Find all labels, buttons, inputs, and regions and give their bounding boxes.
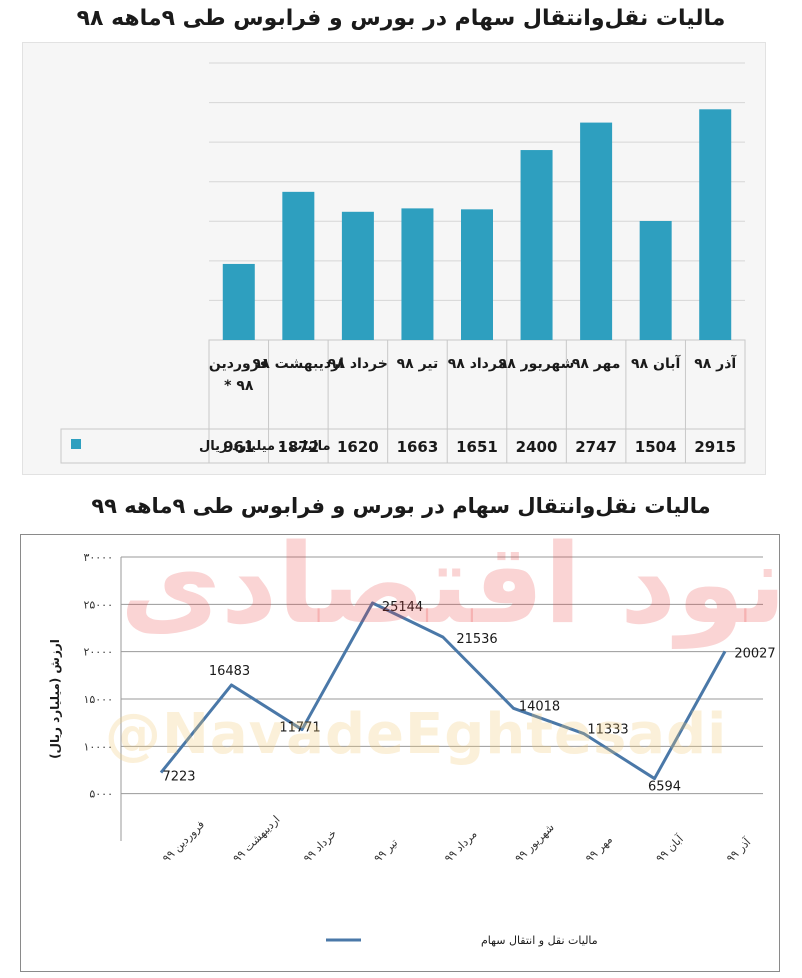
y-tick-label: ۲۰۰۰۰ bbox=[83, 646, 113, 659]
x-tick-label: شهریور ۹۹ bbox=[512, 821, 556, 865]
data-table-header bbox=[208, 339, 746, 430]
data-label: 14018 bbox=[519, 699, 560, 714]
data-label: 25144 bbox=[382, 600, 423, 615]
chart-1-title: مالیات نقل‌وانتقال سهام در بورس و فرابوس… bbox=[76, 6, 726, 31]
x-tick-label: فروردین ۹۹ bbox=[160, 818, 207, 865]
category-label: آبان ۹۸ bbox=[631, 354, 681, 372]
bar bbox=[341, 211, 374, 340]
data-label: 1663 bbox=[397, 438, 439, 456]
data-label: 11333 bbox=[587, 723, 628, 738]
bar bbox=[222, 263, 255, 340]
data-label: 7223 bbox=[162, 770, 195, 785]
category-label: فروردین ۹۸ * bbox=[209, 356, 269, 394]
y-tick-label: ۲۵۰۰۰ bbox=[83, 598, 113, 611]
data-label: 1620 bbox=[337, 438, 379, 456]
y-tick-label: ۱۵۰۰۰ bbox=[83, 693, 113, 706]
category-label: شهریور ۹۸ bbox=[499, 356, 575, 372]
series-line bbox=[159, 601, 727, 781]
line-chart: ۵۰۰۰ ۱۰۰۰۰ ۱۵۰۰۰ ۲۰۰۰۰ ۲۵۰۰۰ ۳۰۰۰۰ ارزش (میلیا… bbox=[48, 551, 776, 947]
data-label: 2747 bbox=[575, 438, 617, 456]
legend-label: مالیات - میلیارد ریال bbox=[199, 439, 331, 454]
y-tick-label: ۱۰۰۰۰ bbox=[83, 740, 113, 753]
data-label: 961 bbox=[223, 438, 254, 456]
data-label: 20027 bbox=[734, 646, 775, 661]
y-axis-label: ارزش (میلیارد ریال) bbox=[48, 639, 62, 759]
bar bbox=[639, 220, 672, 340]
data-label: 2400 bbox=[516, 438, 558, 456]
category-label: تیر ۹۸ bbox=[397, 356, 439, 372]
y-tick-label: ۵۰۰۰ bbox=[89, 788, 113, 801]
data-label: 21536 bbox=[456, 632, 497, 647]
x-tick-label: مرداد ۹۹ bbox=[442, 827, 480, 865]
category-label: مرداد ۹۸ bbox=[448, 356, 507, 372]
x-tick-label: مهر ۹۹ bbox=[583, 833, 615, 865]
category-label: آذر ۹۸ bbox=[694, 354, 737, 372]
category-label: خرداد ۹۸ bbox=[328, 356, 388, 372]
x-tick-label: آذر ۹۹ bbox=[723, 834, 754, 865]
data-label: 16483 bbox=[209, 664, 250, 679]
category-label: مهر ۹۸ bbox=[572, 356, 621, 372]
bar bbox=[520, 150, 553, 340]
data-label: 11771 bbox=[279, 721, 320, 736]
x-tick-label: خرداد ۹۹ bbox=[301, 827, 339, 865]
x-tick-label: اردیبهشت ۹۹ bbox=[230, 813, 282, 865]
data-label: 1872 bbox=[277, 438, 319, 456]
category-label: اردیبهشت ۹۸ bbox=[253, 356, 344, 372]
y-tick-label: ۳۰۰۰۰ bbox=[83, 551, 113, 564]
bar bbox=[282, 191, 315, 340]
bar-chart: فروردین ۹۸ * 961 اردیبهشت ۹۸ 1872 خرداد ۹۸ 162… bbox=[60, 62, 746, 464]
x-tick-label: آبان ۹۹ bbox=[653, 831, 687, 865]
chart-2-title: مالیات نقل‌وانتقال سهام در بورس و فرابوس… bbox=[91, 494, 711, 518]
bar bbox=[699, 109, 732, 340]
line-chart-panel: ۵۰۰۰ ۱۰۰۰۰ ۱۵۰۰۰ ۲۰۰۰۰ ۲۵۰۰۰ ۳۰۰۰۰ ارزش (میلیا… bbox=[20, 534, 780, 972]
data-label: 2915 bbox=[694, 438, 736, 456]
data-label: 1504 bbox=[635, 438, 677, 456]
legend-label: مالیات نقل و انتقال سهام bbox=[481, 934, 598, 947]
data-label: 6594 bbox=[648, 780, 681, 795]
legend-swatch bbox=[71, 439, 81, 449]
data-label: 1651 bbox=[456, 438, 498, 456]
x-tick-label: تیر ۹۹ bbox=[371, 836, 400, 865]
bar-chart-panel: فروردین ۹۸ * 961 اردیبهشت ۹۸ 1872 خرداد ۹۸ 162… bbox=[22, 42, 766, 475]
bar bbox=[401, 208, 434, 340]
bar bbox=[461, 209, 493, 340]
bar bbox=[580, 122, 613, 340]
